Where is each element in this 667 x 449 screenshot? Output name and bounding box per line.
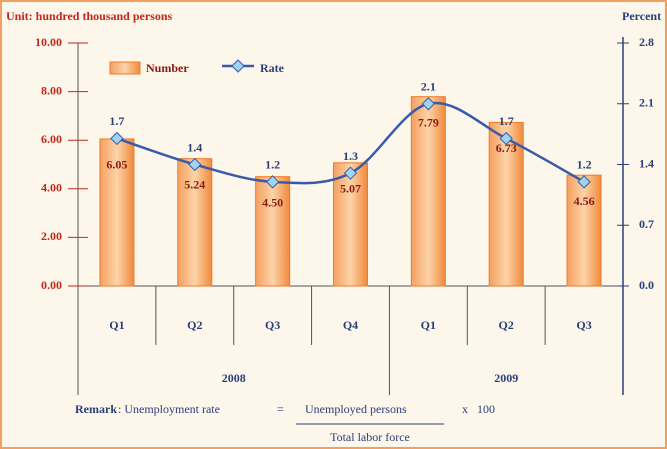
rate-value-label: 1.7	[109, 114, 124, 128]
bar-value-label: 5.24	[184, 177, 205, 191]
rate-value-label: 2.1	[421, 80, 436, 94]
x-tick-label: Q1	[421, 318, 436, 332]
remark-multiplier: x 100	[462, 402, 495, 416]
rate-marker	[343, 166, 358, 180]
bar-value-label: 6.05	[106, 158, 127, 172]
rate-marker	[577, 175, 591, 189]
y2-tick-label: 2.8	[639, 35, 654, 49]
y2-tick-label: 2.1	[639, 96, 654, 110]
bar	[99, 138, 135, 287]
remark-label: Remark	[75, 402, 117, 416]
x-tick-label: Q2	[187, 318, 202, 332]
group-label: 2008	[222, 371, 246, 385]
rate-marker	[499, 131, 513, 146]
y-tick-label: 10.00	[35, 35, 62, 49]
x-tick-label: Q3	[265, 318, 280, 332]
y-tick-label: 2.00	[41, 229, 62, 243]
rate-value-label: 1.7	[499, 114, 514, 128]
x-tick-label: Q4	[343, 318, 358, 332]
legend-marker	[231, 59, 245, 73]
remark-denominator: Total labor force	[330, 430, 410, 444]
legend-label: Number	[146, 61, 189, 75]
bar-value-label: 7.79	[418, 115, 439, 129]
x-tick-label: Q3	[576, 318, 591, 332]
legend-label: Rate	[260, 61, 285, 75]
rate-value-label: 1.2	[577, 158, 592, 172]
rate-marker	[188, 157, 202, 172]
bar	[333, 162, 368, 287]
bar	[255, 176, 291, 287]
bar-value-label: 4.56	[574, 194, 595, 208]
y-axis-label: Unit: hundred thousand persons	[6, 9, 173, 23]
bar	[488, 121, 524, 287]
rate-value-label: 1.2	[265, 158, 280, 172]
x-tick-label: Q1	[109, 318, 124, 332]
group-label: 2009	[494, 371, 518, 385]
bar	[566, 174, 602, 287]
legend-swatch	[109, 61, 141, 75]
y-tick-label: 4.00	[41, 181, 62, 195]
rate-value-label: 1.3	[343, 149, 358, 163]
remark-numerator: Unemployed persons	[305, 402, 407, 416]
y-tick-label: 8.00	[41, 83, 62, 97]
remark-equals: =	[277, 402, 284, 416]
y2-tick-label: 0.0	[639, 278, 654, 292]
bar	[410, 96, 446, 287]
y-tick-label: 0.00	[41, 278, 62, 292]
bar-value-label: 4.50	[262, 195, 283, 209]
rate-marker	[265, 175, 280, 189]
rate-marker	[110, 131, 124, 146]
rate-marker	[421, 97, 436, 111]
bar-value-label: 5.07	[340, 182, 361, 196]
y2-axis-label: Percent	[622, 9, 661, 23]
y-tick-label: 6.00	[41, 132, 62, 146]
bar-value-label: 6.73	[496, 141, 517, 155]
y2-tick-label: 0.7	[639, 217, 654, 231]
rate-value-label: 1.4	[187, 140, 202, 154]
y2-tick-label: 1.4	[639, 156, 654, 170]
remark-text: : Unemployment rate	[118, 402, 220, 416]
x-tick-label: Q2	[499, 318, 514, 332]
